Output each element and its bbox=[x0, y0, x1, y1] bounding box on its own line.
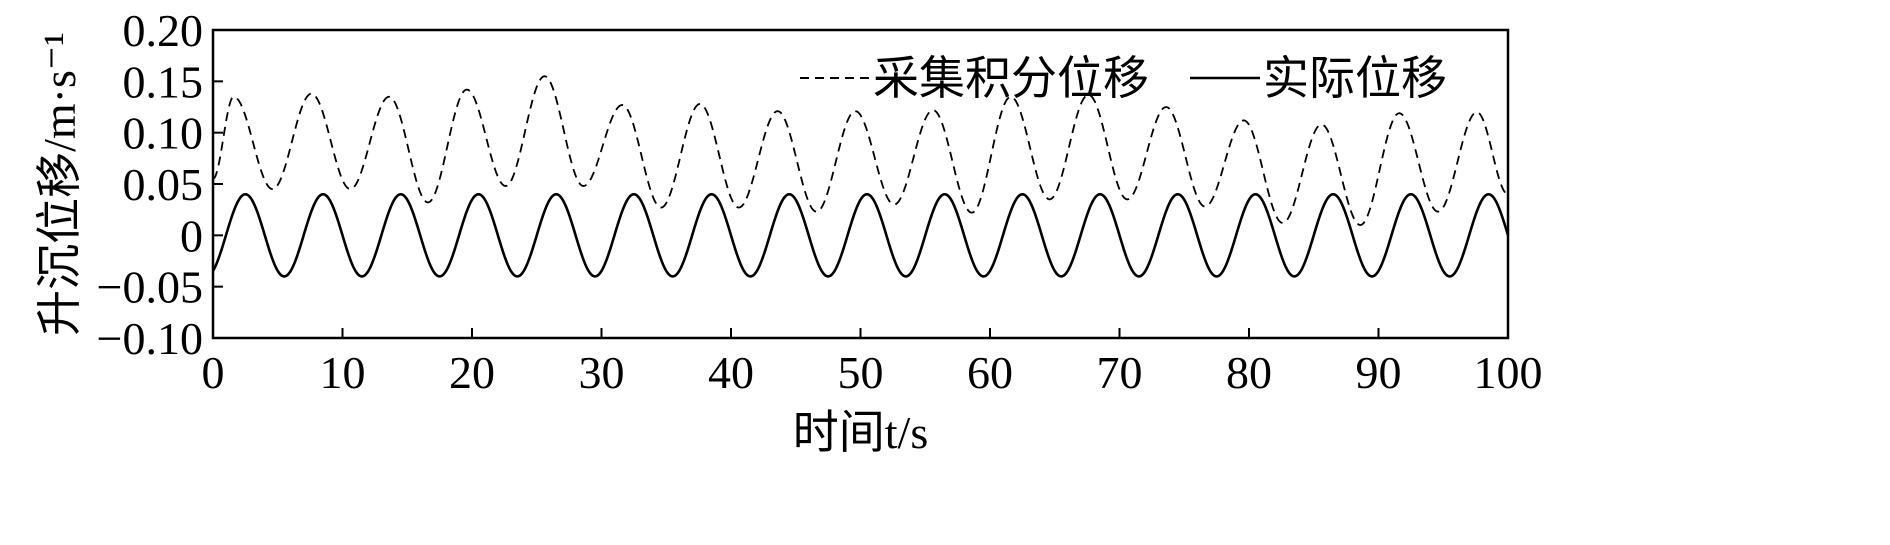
x-tick-label: 90 bbox=[1356, 347, 1402, 398]
y-tick-label: 0.10 bbox=[123, 108, 204, 159]
y-tick-label: 0.15 bbox=[123, 56, 204, 107]
series-line-collected-displacement bbox=[212, 75, 1509, 227]
series-line-actual-displacement bbox=[211, 192, 1510, 278]
y-tick-label: −0.10 bbox=[97, 313, 203, 364]
x-tick-label: 70 bbox=[1097, 347, 1143, 398]
x-tick-label: 20 bbox=[449, 347, 495, 398]
legend-label-collected-displacement: 采集积分位移 bbox=[873, 53, 1149, 104]
y-tick-label: 0.05 bbox=[123, 159, 204, 210]
x-tick-label: 50 bbox=[838, 347, 884, 398]
y-tick-label: 0 bbox=[180, 210, 203, 261]
x-tick-label: 100 bbox=[1474, 347, 1543, 398]
legend-label-actual-displacement: 实际位移 bbox=[1263, 53, 1447, 104]
x-axis-title: 时间t/s bbox=[793, 407, 928, 458]
x-tick-label: 40 bbox=[708, 347, 754, 398]
x-tick-label: 0 bbox=[202, 347, 225, 398]
x-tick-label: 80 bbox=[1226, 347, 1272, 398]
y-axis-title: 升沉位移/m·s⁻¹ bbox=[34, 32, 85, 336]
y-tick-label: −0.05 bbox=[97, 262, 203, 313]
x-tick-label: 60 bbox=[967, 347, 1013, 398]
x-tick-label: 30 bbox=[579, 347, 625, 398]
y-tick-label: 0.20 bbox=[123, 5, 204, 56]
x-tick-label: 10 bbox=[320, 347, 366, 398]
legend: 采集积分位移 实际位移 bbox=[800, 53, 1447, 104]
